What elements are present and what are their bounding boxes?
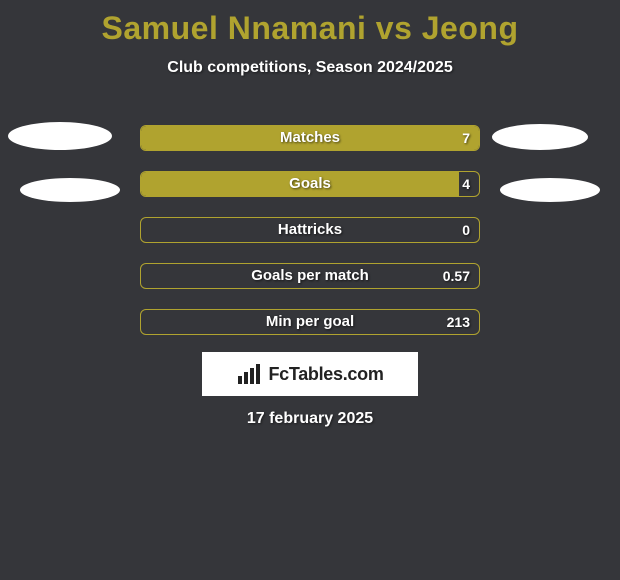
decorative-ellipse (8, 122, 112, 150)
bars-icon (236, 362, 262, 386)
logo-badge: FcTables.com (202, 352, 418, 396)
stat-row: Goals per match0.57 (0, 253, 620, 299)
bar-track (140, 309, 480, 335)
date-text: 17 february 2025 (0, 410, 620, 428)
bar-track (140, 263, 480, 289)
decorative-ellipse (20, 178, 120, 202)
bar-fill (141, 172, 459, 196)
decorative-ellipse (500, 178, 600, 202)
stat-row: Min per goal213 (0, 299, 620, 345)
page-title: Samuel Nnamani vs Jeong (0, 0, 620, 47)
bar-track (140, 171, 480, 197)
bar-fill (141, 126, 479, 150)
decorative-ellipse (492, 124, 588, 150)
logo-text: FcTables.com (268, 364, 383, 385)
subtitle: Club competitions, Season 2024/2025 (0, 59, 620, 77)
stat-row: Hattricks0 (0, 207, 620, 253)
bar-track (140, 125, 480, 151)
comparison-infographic: Samuel Nnamani vs Jeong Club competition… (0, 0, 620, 580)
bar-track (140, 217, 480, 243)
